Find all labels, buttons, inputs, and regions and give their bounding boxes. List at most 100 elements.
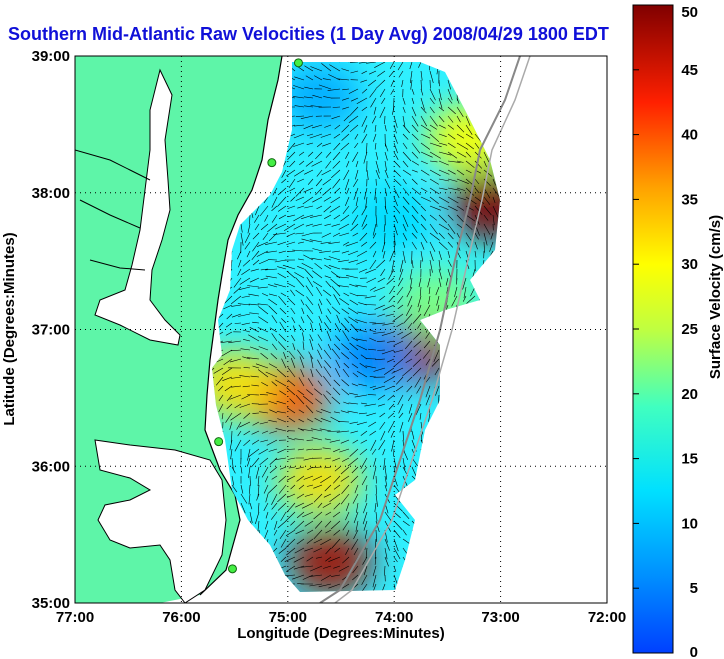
velocity-vector (287, 250, 296, 252)
velocity-vector (411, 97, 415, 104)
velocity-vector (258, 448, 269, 455)
velocity-vector (231, 466, 236, 474)
velocity-vector (258, 306, 269, 315)
velocity-vector (308, 351, 314, 360)
velocity-vector (261, 466, 269, 478)
velocity-vector (356, 344, 368, 351)
velocity-vector (393, 142, 398, 154)
velocity-vector (323, 493, 332, 498)
velocity-vector (278, 547, 287, 554)
velocity-vector (349, 299, 359, 306)
velocity-vector (361, 574, 368, 586)
velocity-vector (393, 115, 398, 128)
velocity-vector (336, 430, 350, 433)
velocity-vector (344, 178, 350, 191)
velocity-vector (409, 268, 413, 280)
velocity-vector (297, 258, 305, 261)
velocity-vector (280, 511, 287, 522)
velocity-vector (268, 305, 278, 315)
velocity-vector (333, 475, 341, 484)
velocity-vector (310, 428, 323, 432)
velocity-vector (258, 502, 260, 513)
velocity-vector (231, 313, 242, 318)
velocity-vector (300, 369, 305, 378)
velocity-vector (428, 412, 431, 422)
velocity-vector (249, 312, 260, 315)
velocity-vector (324, 124, 332, 128)
colorbar-tick-label: 5 (690, 580, 698, 597)
velocity-vector (286, 475, 296, 481)
velocity-vector (393, 502, 403, 512)
velocity-vector (335, 359, 341, 369)
velocity-vector (223, 358, 233, 366)
velocity-vector (384, 160, 387, 171)
velocity-vector (411, 232, 418, 239)
velocity-vector (334, 466, 341, 472)
velocity-vector (300, 565, 314, 568)
velocity-vector (247, 457, 251, 467)
velocity-vector (456, 178, 469, 184)
velocity-vector (360, 79, 368, 83)
velocity-vector (429, 106, 435, 114)
velocity-vector (373, 457, 377, 467)
velocity-vector (320, 409, 332, 414)
x-tick-label: 77:00 (56, 609, 94, 626)
velocity-vector (415, 349, 422, 357)
velocity-vector (315, 187, 323, 196)
velocity-vector (340, 142, 350, 151)
velocity-vector (456, 160, 464, 163)
colorbar-tick-label: 40 (681, 127, 698, 144)
velocity-vector (474, 133, 482, 143)
velocity-vector (281, 318, 287, 324)
velocity-vector (317, 303, 323, 315)
velocity-vector (374, 187, 377, 200)
velocity-vector (374, 538, 377, 549)
velocity-vector (342, 330, 350, 342)
velocity-vector (350, 430, 359, 434)
velocity-vector (397, 394, 404, 406)
velocity-vector (368, 70, 377, 75)
velocity-vector (234, 439, 242, 452)
velocity-vector (410, 79, 413, 90)
velocity-vector (241, 295, 251, 298)
velocity-hotspot (288, 527, 373, 592)
velocity-vector (300, 428, 314, 432)
velocity-vector (364, 304, 377, 306)
velocity-vector (409, 62, 413, 70)
velocity-vector (429, 169, 441, 177)
velocity-vector (375, 520, 380, 532)
velocity-vector (474, 178, 480, 185)
velocity-vector (318, 315, 323, 324)
velocity-vector (215, 376, 224, 386)
velocity-vector (420, 88, 424, 96)
velocity-vector (447, 205, 458, 212)
velocity-vector (389, 62, 395, 70)
velocity-vector (309, 574, 323, 577)
velocity-vector (274, 259, 287, 263)
velocity-vector (384, 187, 388, 197)
velocity-vector (434, 367, 440, 376)
velocity-vector (333, 529, 341, 536)
velocity-vector (293, 223, 305, 230)
velocity-vector (246, 357, 260, 360)
velocity-vector (324, 223, 332, 226)
y-tick-label: 36:00 (32, 458, 70, 475)
velocity-vector (239, 421, 251, 428)
velocity-vector (277, 266, 287, 270)
velocity-vector (410, 70, 413, 84)
velocity-vector (483, 196, 491, 205)
velocity-vector (402, 106, 406, 113)
velocity-vector (447, 178, 458, 182)
velocity-vector (261, 382, 269, 387)
velocity-vector (375, 358, 386, 360)
velocity-vector (408, 403, 413, 414)
velocity-vector (351, 363, 359, 369)
velocity-vector (327, 88, 341, 91)
velocity-vector (420, 421, 423, 435)
velocity-vector (438, 124, 446, 129)
velocity-vector (324, 438, 332, 441)
velocity-vector (377, 70, 386, 77)
velocity-vector (346, 275, 359, 279)
velocity-vector (417, 322, 422, 329)
velocity-vector (364, 403, 377, 407)
